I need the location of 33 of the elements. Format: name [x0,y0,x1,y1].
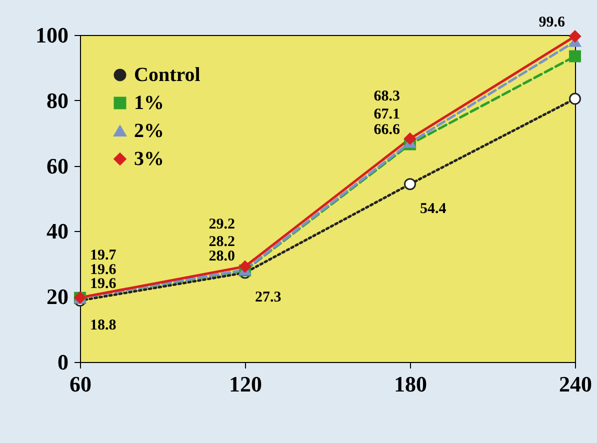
data-label: 68.3 [374,88,400,105]
data-label: 66.6 [374,122,400,138]
point [569,50,581,62]
point [569,92,581,105]
data-label: 54.4 [420,201,447,218]
data-label: 28.0 [208,248,235,264]
y-tick-label: 40 [46,218,68,244]
y-tick-label: 60 [46,153,68,178]
legend-label: 3% [134,148,164,170]
x-tick-label: 120 [229,372,262,396]
y-tick-label: 0 [58,350,68,374]
data-label: 27.3 [255,290,282,306]
data-label: 19.6 [90,276,117,292]
y-tick-label: 20 [46,284,68,310]
data-label: 29.2 [208,216,235,233]
point [569,30,581,42]
legend-label: 1% [134,92,164,114]
x-tick-label: 60 [70,372,92,396]
point [404,178,416,190]
data-label: 19.6 [90,262,117,278]
y-tick-label: 100 [36,22,68,48]
data-label: 19.7 [90,248,117,264]
x-tick-label: 180 [394,372,427,396]
x-tick-label: 240 [559,372,592,396]
data-label: 99.6 [538,14,566,30]
data-label: 28.2 [208,234,235,250]
legend-label: Control [134,64,201,86]
y-tick-label: 80 [46,88,68,113]
data-label: 18.8 [90,318,116,334]
point [239,260,251,273]
data-label: 67.1 [374,106,400,123]
legend-label: 2% [134,120,164,142]
point [404,132,416,145]
